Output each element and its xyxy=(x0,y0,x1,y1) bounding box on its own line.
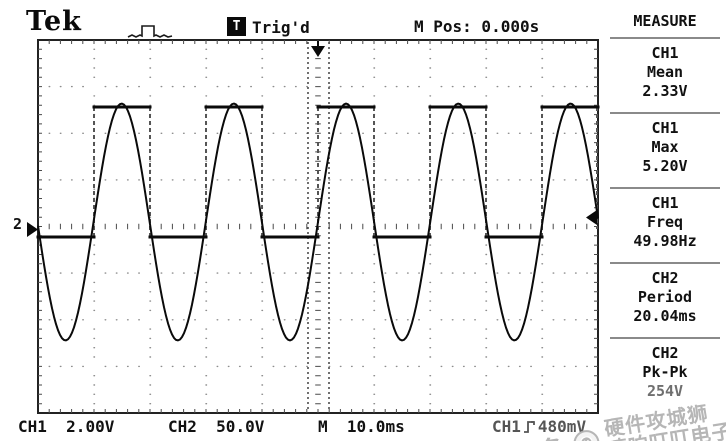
ch2-ref-marker-label: 2 xyxy=(13,215,23,233)
sidebar-separator xyxy=(610,337,720,339)
rising-edge-icon xyxy=(523,421,535,433)
measure-type: Mean xyxy=(646,63,684,81)
measure-section-ch2-period: CH2 Period 20.04ms xyxy=(604,269,726,326)
ch1-trace xyxy=(36,105,600,239)
sidebar-separator xyxy=(610,187,720,189)
measure-channel: CH2 xyxy=(651,269,679,287)
ch2-trace xyxy=(37,102,599,342)
measure-menu-title: MEASURE xyxy=(633,12,697,30)
measure-channel: CH1 xyxy=(651,44,679,62)
ch2-volts-per-div: 50.0V xyxy=(216,417,265,436)
measure-type: Period xyxy=(637,288,693,306)
measure-type: Freq xyxy=(646,213,684,231)
measure-channel: CH2 xyxy=(651,344,679,362)
tek-logo: Tek xyxy=(26,6,82,37)
measure-channel: CH1 xyxy=(651,194,679,212)
measure-section-ch1-freq: CH1 Freq 49.98Hz xyxy=(604,194,726,251)
trigger-readout: CH1 480mV xyxy=(492,417,586,436)
m-pos-readout: M Pos: 0.000s xyxy=(414,17,540,36)
sidebar-separator xyxy=(610,37,720,39)
measure-value: 5.20V xyxy=(642,157,688,175)
pulse-waveform-icon xyxy=(127,25,173,38)
trigger-badge: T xyxy=(227,17,246,36)
trigger-level-value: 480mV xyxy=(537,417,587,436)
measure-section-ch2-pkpk: CH2 Pk-Pk 254V xyxy=(604,344,726,401)
measure-type: Pk-Pk xyxy=(642,363,688,381)
sidebar-separator xyxy=(610,262,720,264)
ch2-scale-readout: CH2 50.0V xyxy=(168,417,264,436)
measure-type: Max xyxy=(651,138,679,156)
timebase-label: M xyxy=(318,417,328,436)
measure-value: 2.33V xyxy=(642,82,688,100)
measure-section-ch1-max: CH1 Max 5.20V xyxy=(604,119,726,176)
sidebar-separator xyxy=(610,112,720,114)
ch2-ref-marker-arrow-icon xyxy=(27,222,38,237)
ch1-trace-edges xyxy=(93,107,598,237)
ch1-scale-readout: CH1 2.00V xyxy=(18,417,114,436)
measure-value: 20.04ms xyxy=(633,307,697,325)
measure-section-ch1-mean: CH1 Mean 2.33V xyxy=(604,44,726,101)
measure-channel: CH1 xyxy=(651,119,679,137)
timebase-readout: M 10.0ms xyxy=(318,417,405,436)
measure-value: 254V xyxy=(646,382,684,400)
trigger-level-arrow-icon xyxy=(586,210,597,225)
ch1-label: CH1 xyxy=(18,417,47,436)
trigger-status: Trig'd xyxy=(252,18,310,37)
ch1-volts-per-div: 2.00V xyxy=(66,417,115,436)
measure-value: 49.98Hz xyxy=(633,232,697,250)
trigger-source-label: CH1 xyxy=(492,417,521,436)
trigger-position-marker-icon xyxy=(311,41,325,57)
time-per-div: 10.0ms xyxy=(346,417,405,436)
ch2-label: CH2 xyxy=(168,417,197,436)
